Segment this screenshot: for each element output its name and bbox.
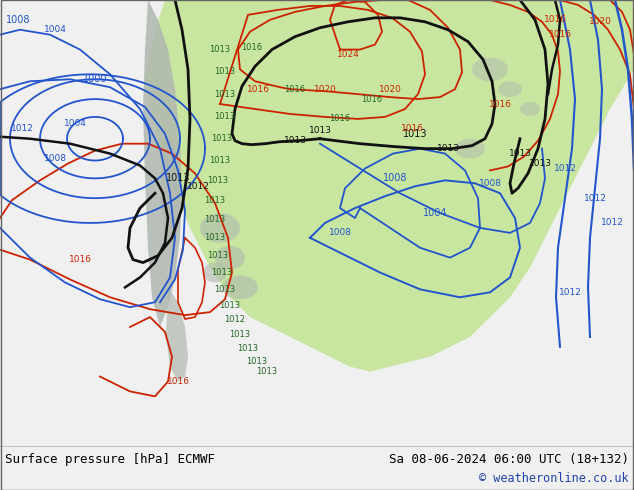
Text: 1016: 1016 [285,85,306,94]
Text: 1013: 1013 [165,173,190,183]
Text: 1013: 1013 [209,45,231,54]
Text: 1013: 1013 [204,233,226,243]
Polygon shape [143,0,182,327]
Text: Surface pressure [hPa] ECMWF: Surface pressure [hPa] ECMWF [5,453,215,466]
Text: 1020: 1020 [314,85,337,94]
Text: 1013: 1013 [214,285,236,294]
Polygon shape [160,129,180,248]
Text: 1024: 1024 [337,50,359,59]
Text: 1000: 1000 [83,74,107,84]
Text: 1016: 1016 [401,124,424,133]
Text: 1013: 1013 [214,90,236,98]
Text: 1016: 1016 [167,377,190,386]
Text: 1016: 1016 [543,15,567,24]
Polygon shape [203,263,227,282]
Text: 1016: 1016 [242,43,262,52]
Text: 1016: 1016 [361,95,382,103]
Text: 1012: 1012 [559,288,581,297]
Text: 1013: 1013 [529,159,552,168]
Text: 1013: 1013 [219,301,240,310]
Polygon shape [145,0,634,371]
Text: 1013: 1013 [207,251,229,260]
Text: 1016: 1016 [247,85,269,94]
Text: 1013: 1013 [238,344,259,353]
Polygon shape [498,81,522,97]
Text: 1013: 1013 [283,136,306,145]
Text: 1016: 1016 [68,255,91,264]
Text: © weatheronline.co.uk: © weatheronline.co.uk [479,472,629,486]
Polygon shape [455,139,485,159]
Text: 1012: 1012 [600,219,623,227]
Text: 1013: 1013 [211,268,233,277]
Text: Sa 08-06-2024 06:00 UTC (18+132): Sa 08-06-2024 06:00 UTC (18+132) [389,453,629,466]
Text: 1013: 1013 [204,216,226,224]
Text: 1013: 1013 [508,149,531,158]
Text: 1016: 1016 [330,114,351,123]
Text: 1012: 1012 [583,194,607,203]
Text: 1012: 1012 [11,124,34,133]
Text: 1008: 1008 [44,154,67,163]
Text: 1012: 1012 [224,315,245,323]
Text: 1013: 1013 [436,144,460,153]
Polygon shape [472,57,508,81]
Text: 1013: 1013 [403,129,427,139]
Text: 1004: 1004 [423,208,447,218]
Text: 1013: 1013 [214,112,236,122]
Text: 1004: 1004 [44,25,67,34]
Polygon shape [165,0,634,198]
Text: 1008: 1008 [383,173,407,183]
Text: 1013: 1013 [256,367,278,376]
Text: 1008: 1008 [328,228,351,237]
Text: 1013: 1013 [230,330,250,340]
Text: 1020: 1020 [588,17,611,26]
Text: 1013: 1013 [214,67,236,76]
Text: 1013: 1013 [209,156,231,165]
Text: 1016: 1016 [489,99,512,109]
Text: 1008: 1008 [479,179,501,188]
Polygon shape [200,213,240,243]
Polygon shape [520,102,540,116]
Text: 1008: 1008 [6,15,30,25]
Text: 1013: 1013 [309,126,332,135]
Text: 1013: 1013 [207,176,229,185]
Text: 1004: 1004 [63,120,86,128]
Polygon shape [215,246,245,270]
Text: 1012: 1012 [186,182,209,191]
Polygon shape [166,287,188,382]
Text: 1013: 1013 [204,196,226,205]
Text: 1012: 1012 [553,164,576,173]
Text: 1020: 1020 [378,85,401,94]
Text: 1013: 1013 [211,134,233,143]
Text: 1016: 1016 [548,30,571,39]
Polygon shape [222,275,258,299]
Text: 1013: 1013 [247,357,268,366]
